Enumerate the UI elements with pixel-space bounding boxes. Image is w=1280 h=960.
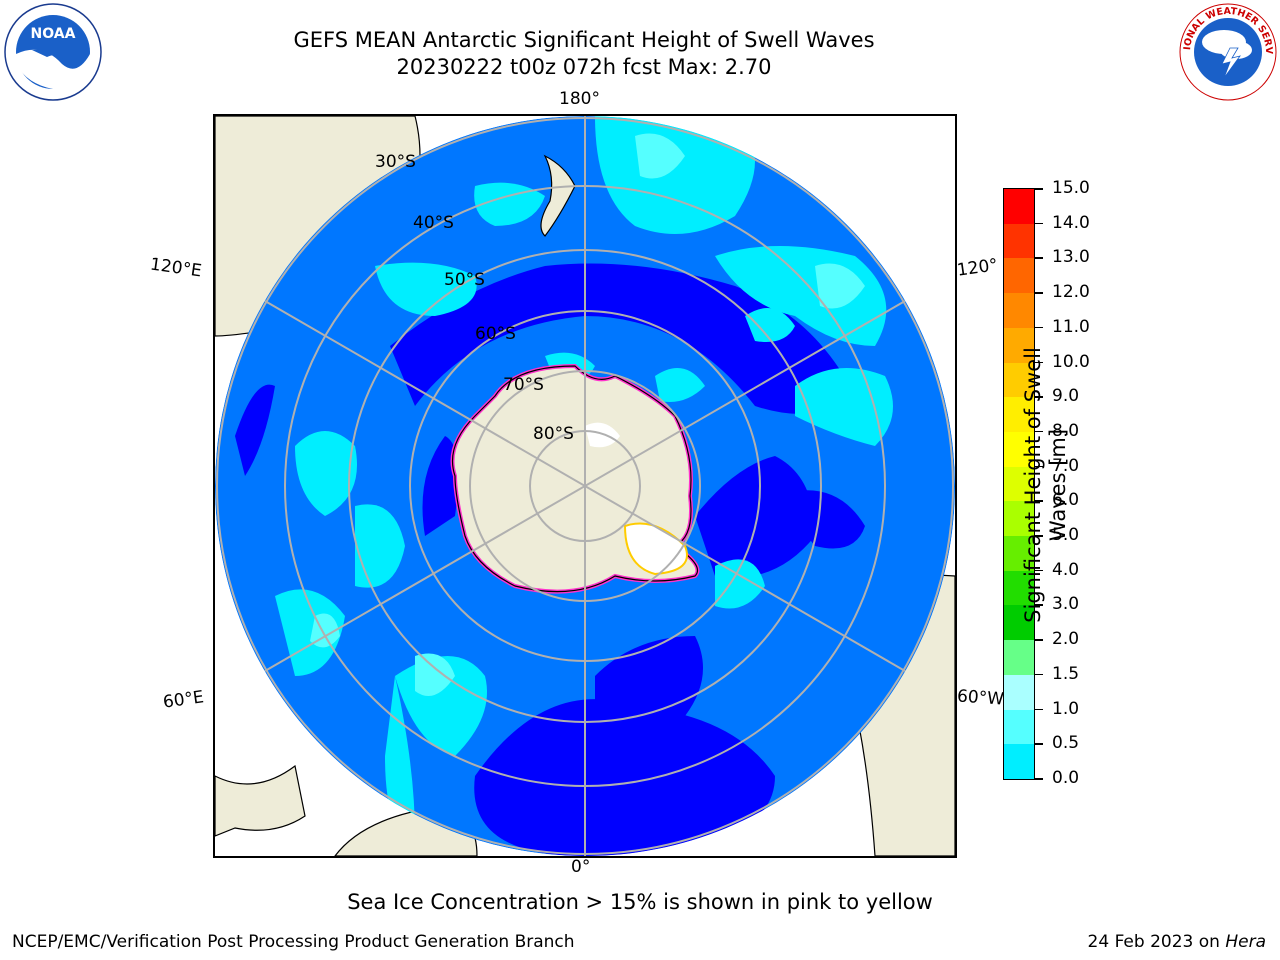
colorbar-tick-label: 4.0 bbox=[1052, 559, 1080, 580]
lon-label-bottom: 0° bbox=[571, 857, 591, 877]
colorbar-segment bbox=[1004, 536, 1034, 572]
colorbar-tick-label: 14.0 bbox=[1052, 212, 1090, 233]
colorbar-tick bbox=[1035, 361, 1043, 364]
colorbar-segment bbox=[1004, 466, 1034, 502]
colorbar-tick bbox=[1035, 257, 1043, 259]
lon-label-lower-right: 60°W bbox=[956, 686, 1005, 710]
colorbar-tick bbox=[1035, 292, 1043, 294]
chart-subtitle: 20230222 t00z 072h fcst Max: 2.70 bbox=[396, 55, 772, 79]
colorbar-tick-label: 0.0 bbox=[1052, 768, 1080, 788]
colorbar-segment bbox=[1004, 709, 1034, 745]
colorbar-tick-label: 0.5 bbox=[1052, 733, 1080, 754]
colorbar bbox=[1003, 188, 1035, 780]
lon-label-lower-left: 60°E bbox=[161, 687, 206, 713]
colorbar-tick bbox=[1035, 778, 1043, 780]
lon-label-upper-right: 120° bbox=[955, 255, 1000, 281]
lon-label-upper-left: 120°E bbox=[148, 254, 203, 282]
svg-text:NOAA: NOAA bbox=[31, 26, 76, 42]
footer-date: 24 Feb 2023 on Hera bbox=[1087, 932, 1266, 952]
colorbar-segment bbox=[1004, 570, 1034, 606]
colorbar-tick-label: 8.0 bbox=[1052, 420, 1080, 441]
colorbar-segment bbox=[1004, 189, 1034, 224]
colorbar-tick bbox=[1035, 673, 1043, 676]
colorbar-tick bbox=[1035, 569, 1043, 572]
lat-label-60: 60°S bbox=[475, 324, 516, 344]
lat-label-40: 40°S bbox=[413, 213, 454, 233]
colorbar-tick bbox=[1035, 396, 1043, 398]
colorbar-segment bbox=[1004, 327, 1034, 363]
colorbar-tick-label: 1.5 bbox=[1052, 663, 1080, 684]
footer-credit: NCEP/EMC/Verification Post Processing Pr… bbox=[12, 932, 575, 952]
noaa-logo: NOAA bbox=[2, 2, 104, 106]
colorbar-segment bbox=[1004, 362, 1034, 398]
colorbar-tick bbox=[1035, 639, 1043, 641]
colorbar-tick bbox=[1035, 222, 1043, 225]
polar-map bbox=[213, 114, 957, 858]
lat-label-50: 50°S bbox=[444, 270, 485, 290]
colorbar-tick bbox=[1035, 430, 1043, 433]
lat-label-80: 80°S bbox=[533, 424, 574, 444]
colorbar-tick bbox=[1035, 535, 1043, 537]
colorbar-tick-label: 10.0 bbox=[1052, 351, 1090, 372]
lon-label-top: 180° bbox=[559, 89, 600, 109]
colorbar-tick-label: 11.0 bbox=[1052, 316, 1090, 337]
colorbar-segment bbox=[1004, 258, 1034, 294]
colorbar-segment bbox=[1004, 605, 1034, 641]
colorbar-tick-label: 1.0 bbox=[1052, 698, 1080, 719]
sea-ice-note: Sea Ice Concentration > 15% is shown in … bbox=[347, 890, 933, 914]
colorbar-tick bbox=[1035, 743, 1043, 745]
colorbar-segment bbox=[1004, 640, 1034, 676]
lat-label-70: 70°S bbox=[503, 375, 544, 395]
colorbar-segment bbox=[1004, 293, 1034, 329]
colorbar-segment bbox=[1004, 431, 1034, 467]
colorbar-tick bbox=[1035, 326, 1043, 329]
colorbar-segment bbox=[1004, 501, 1034, 537]
colorbar-segment bbox=[1004, 397, 1034, 433]
colorbar-tick-label: 3.0 bbox=[1052, 594, 1080, 615]
lat-label-30: 30°S bbox=[375, 152, 416, 172]
colorbar-tick bbox=[1035, 188, 1043, 190]
colorbar-tick-label: 13.0 bbox=[1052, 247, 1090, 268]
swell-max-zones bbox=[310, 133, 865, 696]
colorbar-tick-label: 7.0 bbox=[1052, 455, 1080, 476]
colorbar-tick-label: 2.0 bbox=[1052, 629, 1080, 650]
nws-logo: NATIONAL WEATHER SERVICE bbox=[1174, 0, 1278, 106]
colorbar-segment bbox=[1004, 744, 1034, 780]
colorbar-tick bbox=[1035, 708, 1043, 711]
graticule bbox=[216, 116, 954, 856]
colorbar-segment bbox=[1004, 674, 1034, 710]
colorbar-segment bbox=[1004, 223, 1034, 259]
colorbar-tick-label: 6.0 bbox=[1052, 490, 1080, 511]
chart-title: GEFS MEAN Antarctic Significant Height o… bbox=[293, 28, 875, 52]
colorbar-tick bbox=[1035, 465, 1043, 468]
colorbar-tick bbox=[1035, 500, 1043, 502]
colorbar-title: Significant Height of Swell Waves [m] bbox=[1021, 347, 1070, 623]
colorbar-tick bbox=[1035, 604, 1043, 606]
colorbar-tick-label: 9.0 bbox=[1052, 386, 1080, 407]
colorbar-tick-label: 12.0 bbox=[1052, 282, 1090, 303]
colorbar-tick-label: 15.0 bbox=[1052, 178, 1090, 198]
colorbar-tick-label: 5.0 bbox=[1052, 525, 1080, 546]
